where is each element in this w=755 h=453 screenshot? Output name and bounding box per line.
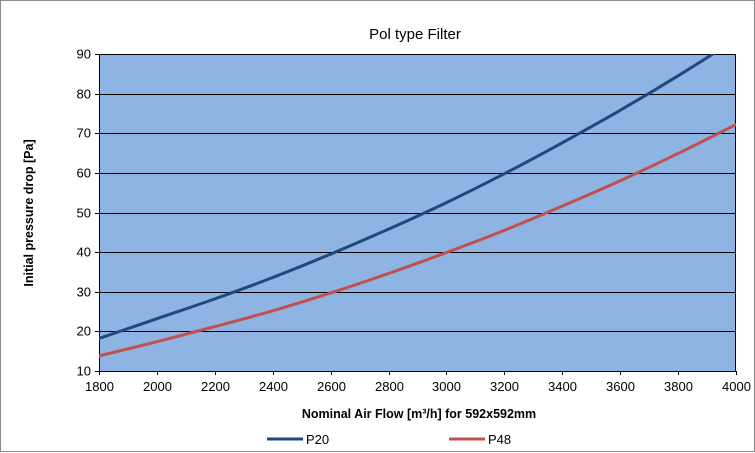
y-tick-label-20: 20 (77, 324, 91, 339)
x-tick-label-2000: 2000 (143, 379, 172, 394)
x-axis-label: Nominal Air Flow [m³/h] for 592x592mm (302, 407, 536, 421)
plot-background (99, 54, 736, 371)
legend-label-p20: P20 (306, 432, 329, 447)
y-tick-label-60: 60 (77, 166, 91, 181)
series-line-p20 (99, 54, 716, 341)
x-tick-label-1800: 1800 (85, 379, 114, 394)
y-tick-label-80: 80 (77, 87, 91, 102)
axis-ticks: 10 20 30 40 50 60 70 80 90 1800 2000 2200 2400 2600 28… (77, 47, 751, 395)
x-tick-label-4000: 4000 (722, 379, 751, 394)
legend: P20 P48 (267, 432, 511, 447)
x-tick-label-3400: 3400 (548, 379, 577, 394)
y-tick-label-70: 70 (77, 126, 91, 141)
legend-label-p48: P48 (488, 432, 511, 447)
y-axis-label: Initial pressure drop [Pa] (22, 139, 36, 286)
y-tick-label-10: 10 (77, 364, 91, 379)
series-group (99, 54, 736, 358)
chart-title: Pol type Filter (369, 26, 461, 43)
series-line-p48 (99, 123, 736, 358)
y-tick-label-90: 90 (77, 47, 91, 62)
y-tick-label-40: 40 (77, 245, 91, 260)
x-tick-label-2400: 2400 (259, 379, 288, 394)
x-tick-label-3200: 3200 (490, 379, 519, 394)
x-tick-label-2800: 2800 (375, 379, 404, 394)
x-tick-label-2600: 2600 (317, 379, 346, 394)
plot-area (95, 54, 736, 375)
x-tick-label-3000: 3000 (432, 379, 461, 394)
x-tick-label-2200: 2200 (201, 379, 230, 394)
x-tick-label-3800: 3800 (664, 379, 693, 394)
x-tick-label-3600: 3600 (606, 379, 635, 394)
y-tick-label-50: 50 (77, 206, 91, 221)
y-tick-label-30: 30 (77, 285, 91, 300)
